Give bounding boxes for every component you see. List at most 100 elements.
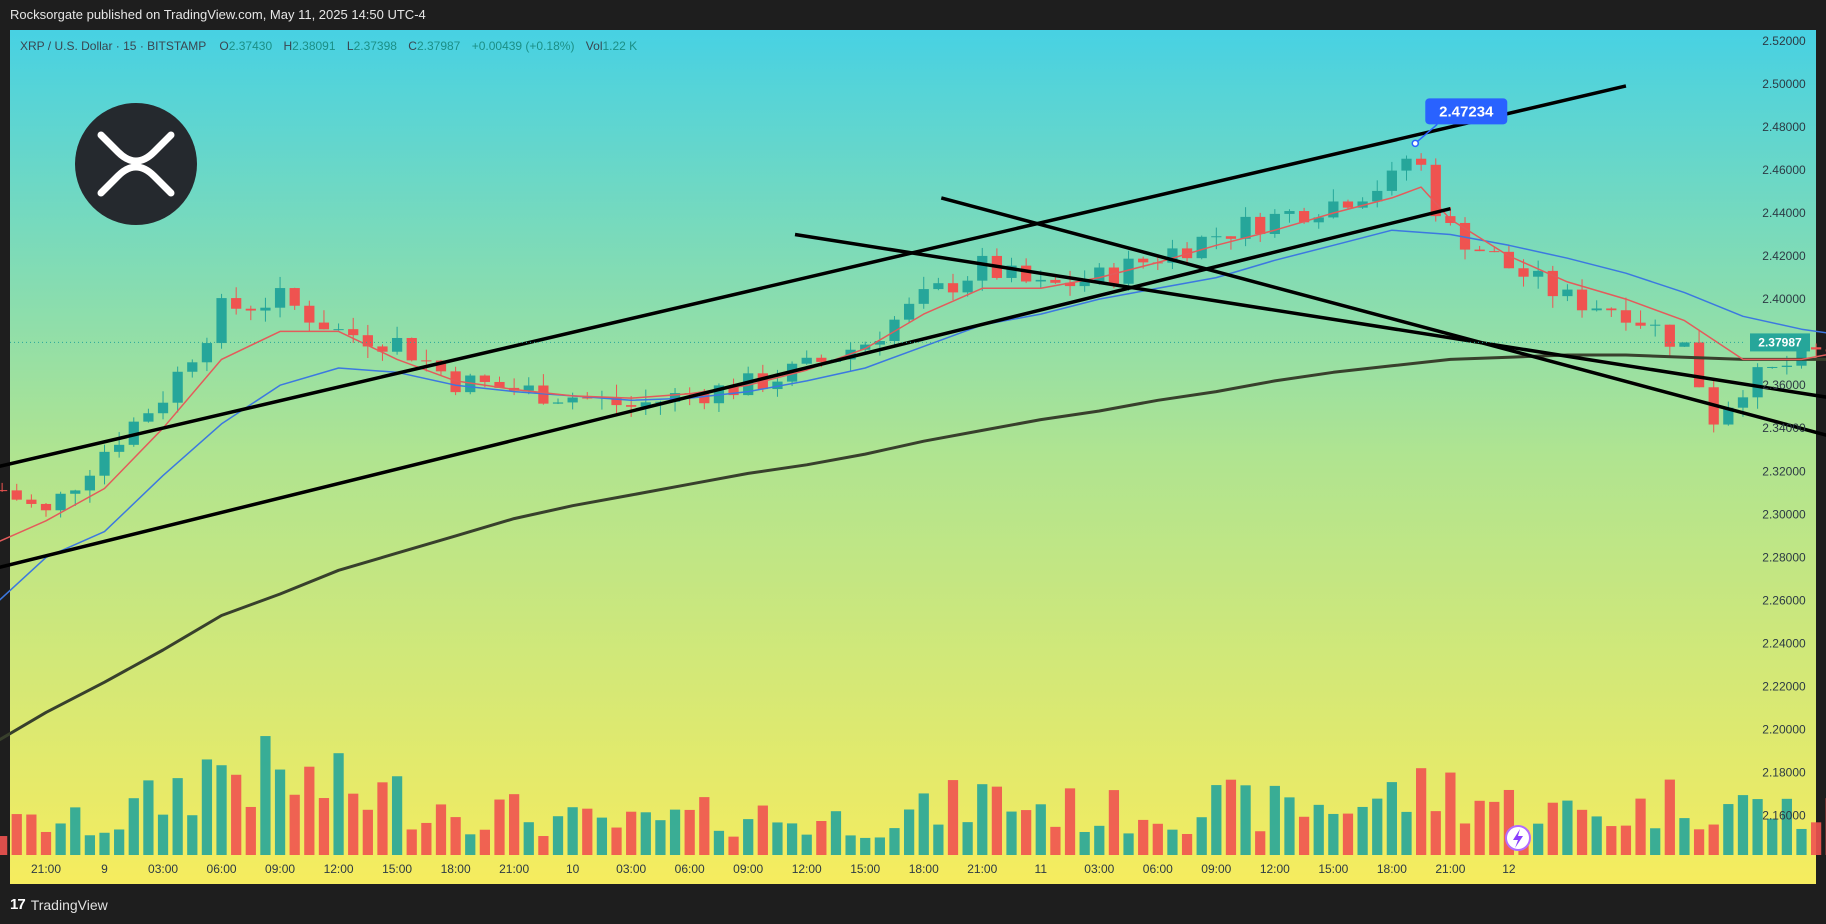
candle-body xyxy=(1489,251,1500,253)
volume-bar xyxy=(318,798,330,855)
price-tick-label: 2.36000 xyxy=(1762,378,1806,392)
footer-bar: 17 TradingView xyxy=(0,884,1826,924)
candle-body xyxy=(450,371,461,393)
candle-body xyxy=(552,402,564,404)
candle-body xyxy=(216,298,227,344)
volume-bar xyxy=(1357,806,1368,855)
candle-body xyxy=(1737,397,1749,408)
volume-bar xyxy=(143,780,154,855)
candle-body xyxy=(1298,211,1310,223)
candle-body xyxy=(933,283,944,290)
volume-bar xyxy=(1445,772,1456,855)
time-tick-label: 03:00 xyxy=(148,862,178,876)
candle-body xyxy=(1679,342,1690,347)
candle-body xyxy=(406,337,417,361)
volume-bar xyxy=(421,822,432,855)
candle-body xyxy=(201,343,213,363)
trendline[interactable] xyxy=(0,84,1627,469)
candle-body xyxy=(1474,249,1485,252)
volume-bar xyxy=(465,834,476,855)
publisher-bar: Rocksorgate published on TradingView.com… xyxy=(0,0,1826,30)
time-tick-label: 06:00 xyxy=(675,862,705,876)
time-axis[interactable]: 21:00 9 03:00 06:00 09:00 12:00 15:00 18:00 21:0… xyxy=(31,862,1516,876)
volume-bar xyxy=(889,828,900,855)
price-tick-label: 2.48000 xyxy=(1762,120,1806,134)
volume-bar xyxy=(435,804,447,855)
lightning-icon[interactable] xyxy=(1505,825,1531,851)
candle-body xyxy=(494,381,505,388)
volume-bar xyxy=(1664,779,1675,855)
time-tick-label: 15:00 xyxy=(1318,862,1348,876)
volume-bar xyxy=(391,776,403,855)
volume-bar xyxy=(1767,818,1778,855)
candle-body xyxy=(1562,289,1573,297)
volume-bar xyxy=(786,823,798,855)
volume-bar xyxy=(1255,831,1266,855)
volume-bar xyxy=(1533,823,1544,855)
volume-bar xyxy=(699,797,710,855)
volume-bar xyxy=(582,808,593,855)
price-tick-label: 2.26000 xyxy=(1762,593,1806,607)
tradingview-brand[interactable]: 17 TradingView xyxy=(10,896,108,913)
volume-bar xyxy=(596,817,608,855)
volume-bar xyxy=(626,811,637,855)
volume-bar xyxy=(1138,819,1149,855)
volume-bar xyxy=(1781,798,1792,855)
candle-body xyxy=(348,329,359,336)
volume-bar xyxy=(1313,804,1324,855)
candle-body xyxy=(1503,251,1515,269)
volume-bar xyxy=(1430,811,1441,855)
volume-bar xyxy=(1006,811,1017,855)
time-tick-label: 11 xyxy=(1035,862,1048,876)
time-tick-label: 21:00 xyxy=(1435,862,1465,876)
candle-body xyxy=(1021,265,1032,282)
time-tick-label: 03:00 xyxy=(1084,862,1114,876)
volume-bar xyxy=(274,769,286,855)
time-tick-label: 21:00 xyxy=(499,862,529,876)
trendline[interactable] xyxy=(940,196,1826,510)
volume-bar xyxy=(1737,795,1749,855)
volume-bar xyxy=(245,806,256,855)
price-tick-label: 2.24000 xyxy=(1762,637,1806,651)
current-price-badge: 2.37987 xyxy=(1750,333,1810,352)
volume-bar xyxy=(333,753,344,855)
volume-bar xyxy=(187,815,198,855)
volume-bar xyxy=(0,836,8,855)
volume-bar xyxy=(962,822,973,855)
time-tick-label: 18:00 xyxy=(1377,862,1407,876)
volume-bar xyxy=(1810,822,1822,855)
volume-bar xyxy=(1342,813,1354,855)
volume-bar xyxy=(1650,828,1661,855)
candle-body xyxy=(1167,248,1178,263)
candle-body xyxy=(772,381,783,390)
candle-body xyxy=(377,346,388,352)
volume-bar xyxy=(1064,788,1076,855)
candle-body xyxy=(1386,170,1397,191)
trendlines[interactable] xyxy=(0,84,1826,570)
candle-body xyxy=(114,444,125,452)
candle-body xyxy=(626,405,637,407)
price-tick-label: 2.30000 xyxy=(1762,507,1806,521)
volume-bar xyxy=(801,834,812,855)
candle-body xyxy=(479,375,490,382)
volume-bar xyxy=(70,807,81,855)
price-tick-label: 2.18000 xyxy=(1762,766,1806,780)
time-tick-label: 18:00 xyxy=(909,862,939,876)
candle-body xyxy=(421,360,432,362)
volume-bar xyxy=(830,811,842,855)
volume-bar xyxy=(567,807,578,855)
time-tick-label: 21:00 xyxy=(31,862,61,876)
candle-body xyxy=(538,385,549,404)
price-tick-label: 2.40000 xyxy=(1762,292,1806,306)
volume-bar xyxy=(1679,818,1690,855)
time-tick-label: 12:00 xyxy=(324,862,354,876)
candle-body xyxy=(889,319,900,341)
volume-bar xyxy=(772,822,783,855)
price-markers: 2.472342.33127 xyxy=(1411,98,1508,148)
tradingview-logo-icon: 17 xyxy=(10,896,26,913)
candle-body xyxy=(699,393,710,404)
candle-body xyxy=(1767,366,1778,368)
time-tick-label: 03:00 xyxy=(616,862,646,876)
volume-bar xyxy=(538,836,549,855)
